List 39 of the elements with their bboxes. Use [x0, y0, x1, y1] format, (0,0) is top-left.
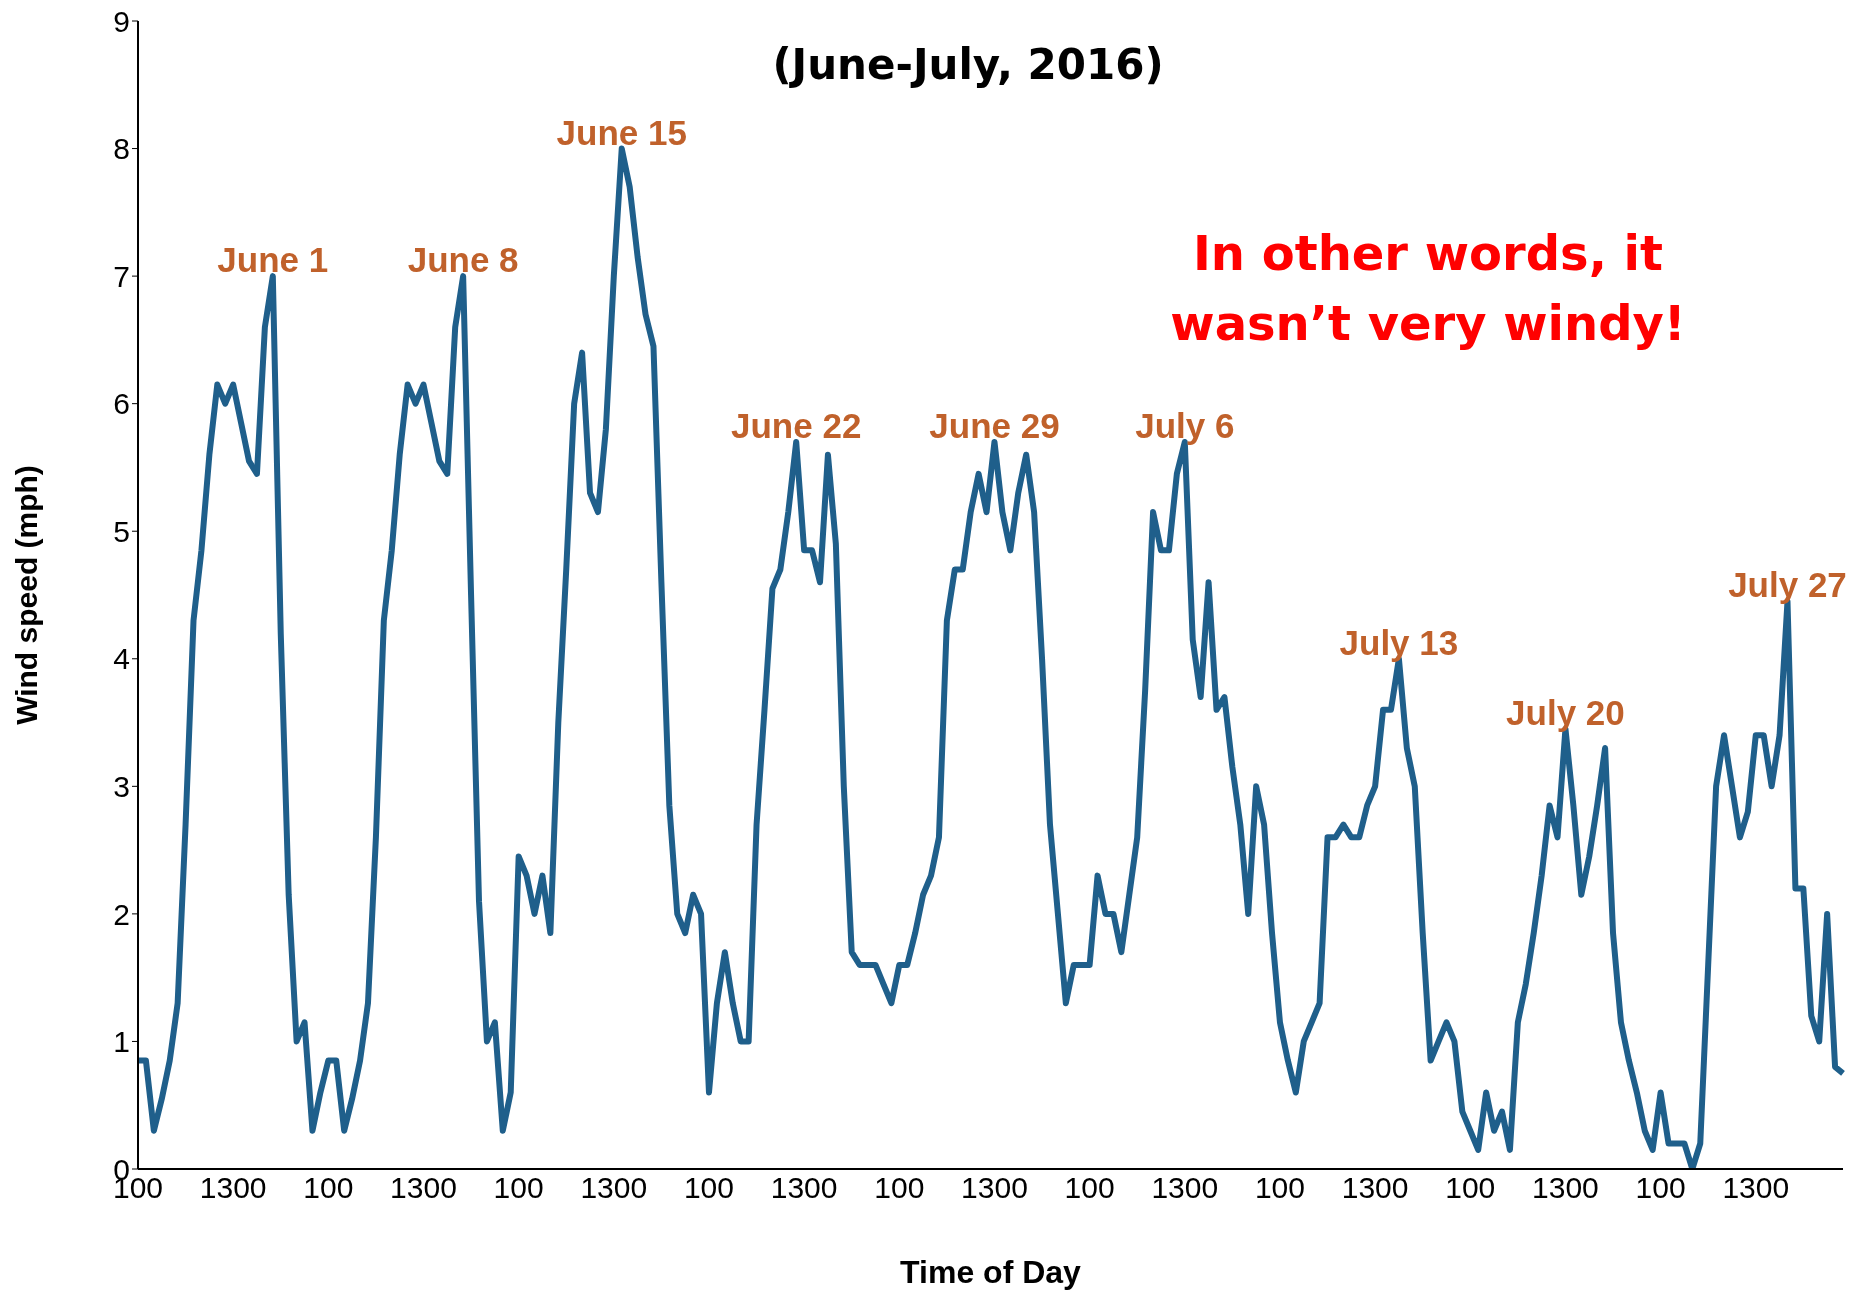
y-tick-label: 5	[113, 514, 130, 548]
y-tick-label: 3	[113, 769, 130, 803]
x-tick-label: 1300	[1532, 1171, 1599, 1205]
x-tick-label: 1300	[961, 1171, 1028, 1205]
annotation: July 20	[1506, 692, 1625, 732]
x-tick-label: 1300	[770, 1171, 838, 1205]
x-tick-label: 1300	[580, 1171, 648, 1205]
annotation: July 6	[1135, 405, 1235, 445]
x-tick-label: 100	[683, 1171, 735, 1205]
annotation: June 15	[556, 112, 687, 152]
x-tick-label: 100	[1445, 1171, 1496, 1205]
x-tick-label: 100	[1064, 1171, 1115, 1205]
text: (June-July, 2016)	[771, 40, 1165, 89]
x-tick-label: 100	[1635, 1171, 1686, 1205]
annotation: June 1	[217, 240, 329, 280]
y-tick-label: 2	[113, 897, 130, 931]
y-tick-label: 8	[113, 132, 130, 166]
x-tick-label: 1300	[1722, 1171, 1790, 1205]
y-tick-label: 4	[113, 642, 130, 676]
x-tick-label: 1300	[199, 1171, 267, 1205]
x-tick-label: 100	[874, 1171, 925, 1205]
x-tick-label: 100	[1254, 1171, 1305, 1205]
x-tick-label: 1300	[390, 1171, 457, 1205]
x-tick-label: 100	[493, 1171, 544, 1205]
annotation: July 13	[1339, 622, 1459, 662]
x-tick-label: 100	[303, 1171, 354, 1205]
annotation: July 27	[1728, 565, 1847, 605]
y-tick-label: 7	[113, 259, 130, 293]
annotation: June 8	[407, 240, 519, 280]
x-tick-label: 1300	[1341, 1171, 1409, 1205]
annotation: In other words, it wasn’t very windy!	[1169, 224, 1687, 353]
y-tick-label: 1	[113, 1025, 130, 1059]
y-axis-title: Wind speed (mph)	[9, 465, 43, 725]
x-tick-label: 1300	[1151, 1171, 1219, 1205]
annotation: June 22	[731, 405, 862, 445]
y-tick-label: 6	[113, 387, 130, 421]
annotation: June 29	[929, 405, 1060, 445]
y-tick-label: 9	[113, 4, 130, 38]
x-axis-title: Time of Day	[900, 1254, 1082, 1290]
